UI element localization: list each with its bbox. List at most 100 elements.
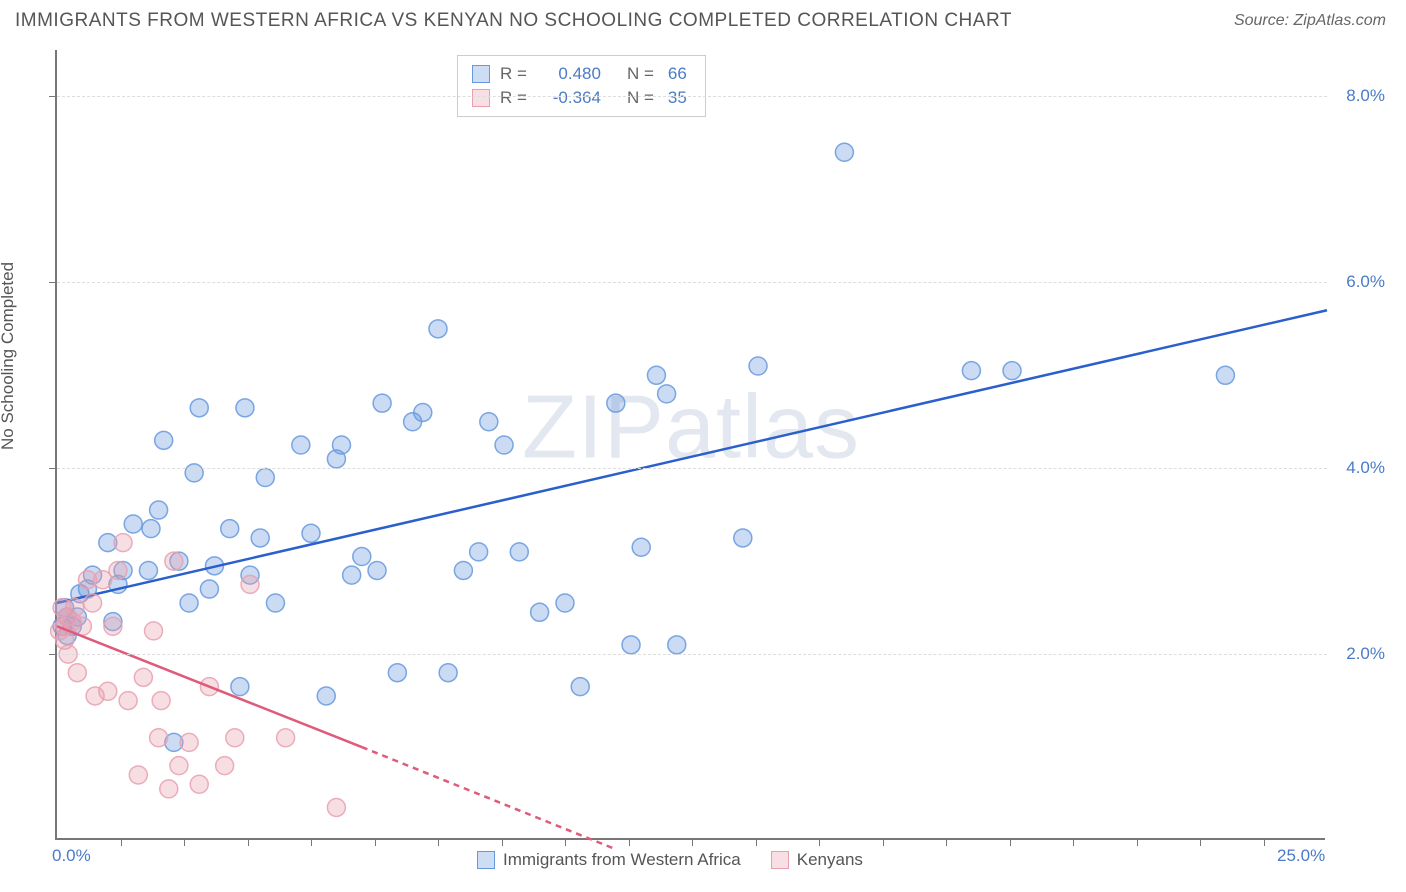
scatter-point (332, 436, 350, 454)
scatter-point (236, 399, 254, 417)
scatter-point (180, 594, 198, 612)
scatter-point (1003, 362, 1021, 380)
scatter-point (216, 757, 234, 775)
y-tick (49, 468, 57, 469)
series-legend: Immigrants from Western Africa Kenyans (477, 850, 863, 870)
scatter-point (84, 594, 102, 612)
legend-r-value: -0.364 (541, 88, 601, 108)
scatter-point (231, 678, 249, 696)
legend-series-label: Kenyans (797, 850, 863, 870)
scatter-point (99, 682, 117, 700)
x-tick (1137, 838, 1138, 846)
scatter-point (571, 678, 589, 696)
gridline-h (57, 468, 1327, 469)
scatter-point (556, 594, 574, 612)
scatter-point (353, 548, 371, 566)
scatter-point (241, 575, 259, 593)
scatter-point (150, 729, 168, 747)
gridline-h (57, 96, 1327, 97)
scatter-point (145, 622, 163, 640)
scatter-point (749, 357, 767, 375)
x-tick (756, 838, 757, 846)
scatter-point (160, 780, 178, 798)
y-tick-label: 8.0% (1346, 86, 1385, 106)
legend-r-label: R = (500, 88, 527, 108)
legend-swatch (472, 89, 490, 107)
scatter-point (226, 729, 244, 747)
y-tick (49, 282, 57, 283)
legend-n-value: 35 (668, 88, 687, 108)
scatter-point (165, 552, 183, 570)
scatter-point (251, 529, 269, 547)
x-tick (946, 838, 947, 846)
scatter-point (134, 668, 152, 686)
y-tick (49, 96, 57, 97)
scatter-point (632, 538, 650, 556)
scatter-point (266, 594, 284, 612)
y-tick-label: 2.0% (1346, 644, 1385, 664)
scatter-point (256, 469, 274, 487)
scatter-point (495, 436, 513, 454)
scatter-point (480, 413, 498, 431)
x-tick (1264, 838, 1265, 846)
scatter-point (139, 561, 157, 579)
x-tick (883, 838, 884, 846)
trend-line (57, 310, 1327, 603)
scatter-point (114, 534, 132, 552)
scatter-point (668, 636, 686, 654)
x-tick (184, 838, 185, 846)
scatter-point (129, 766, 147, 784)
scatter-point (373, 394, 391, 412)
legend-r-value: 0.480 (541, 64, 601, 84)
legend-swatch (472, 65, 490, 83)
scatter-point (200, 580, 218, 598)
y-tick (49, 654, 57, 655)
y-axis-label: No Schooling Completed (0, 262, 18, 450)
legend-stat-row: R =-0.364N =35 (472, 86, 691, 110)
gridline-h (57, 282, 1327, 283)
scatter-point (470, 543, 488, 561)
x-tick (121, 838, 122, 846)
trend-line (362, 747, 616, 849)
x-tick-label: 0.0% (52, 846, 91, 866)
legend-n-value: 66 (668, 64, 687, 84)
chart-container: ZIPatlas R =0.480N =66R =-0.364N =35 Imm… (55, 50, 1390, 840)
scatter-point (658, 385, 676, 403)
scatter-point (429, 320, 447, 338)
scatter-point (343, 566, 361, 584)
scatter-point (327, 798, 345, 816)
gridline-h (57, 654, 1327, 655)
legend-series-item: Kenyans (771, 850, 863, 870)
scatter-point (302, 524, 320, 542)
x-tick (375, 838, 376, 846)
chart-title: IMMIGRANTS FROM WESTERN AFRICA VS KENYAN… (15, 10, 1012, 32)
scatter-point (531, 603, 549, 621)
scatter-point (185, 464, 203, 482)
scatter-point (180, 733, 198, 751)
scatter-point (1216, 366, 1234, 384)
scatter-point (388, 664, 406, 682)
scatter-point (109, 561, 127, 579)
scatter-point (221, 520, 239, 538)
plot-area: ZIPatlas R =0.480N =66R =-0.364N =35 Imm… (55, 50, 1325, 840)
x-tick (692, 838, 693, 846)
x-tick-label: 25.0% (1277, 846, 1325, 866)
scatter-point (510, 543, 528, 561)
scatter-point (277, 729, 295, 747)
x-tick (1073, 838, 1074, 846)
scatter-point (607, 394, 625, 412)
y-tick-label: 6.0% (1346, 272, 1385, 292)
correlation-legend: R =0.480N =66R =-0.364N =35 (457, 55, 706, 117)
scatter-point (190, 399, 208, 417)
scatter-point (155, 431, 173, 449)
legend-series-label: Immigrants from Western Africa (503, 850, 741, 870)
legend-swatch (771, 851, 789, 869)
scatter-point (622, 636, 640, 654)
scatter-point (317, 687, 335, 705)
scatter-point (647, 366, 665, 384)
x-tick (248, 838, 249, 846)
scatter-point (292, 436, 310, 454)
scatter-point (734, 529, 752, 547)
legend-swatch (477, 851, 495, 869)
scatter-point (150, 501, 168, 519)
